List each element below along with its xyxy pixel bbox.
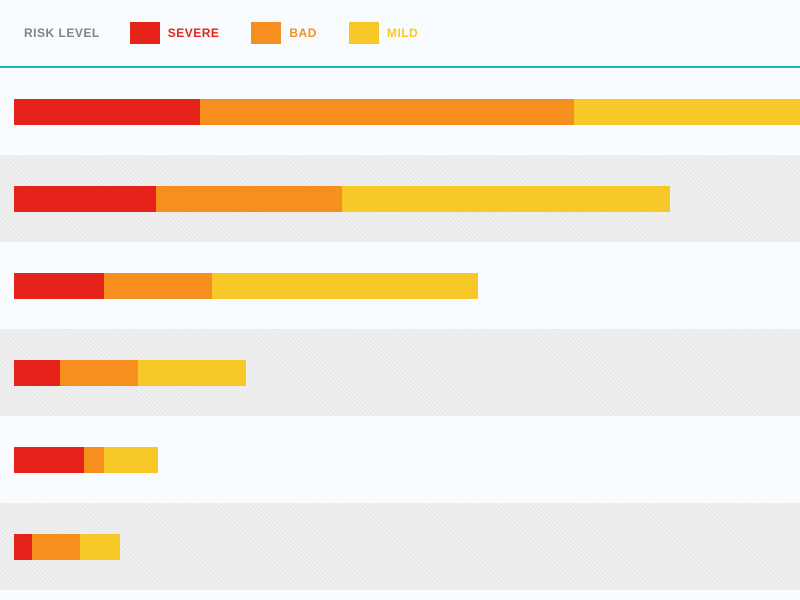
bar-segment-severe: [14, 99, 200, 125]
bar-segment-severe: [14, 186, 156, 212]
legend-swatch-mild: [349, 22, 379, 44]
risk-chart: RISK LEVEL SEVERE BAD MILD: [0, 0, 800, 600]
bar-segment-bad: [156, 186, 342, 212]
bar-segment-bad: [32, 534, 80, 560]
legend: RISK LEVEL SEVERE BAD MILD: [0, 0, 800, 66]
bar-row: [0, 329, 800, 416]
bar-row: [0, 68, 800, 155]
stacked-bar: [14, 447, 158, 473]
stacked-bar: [14, 534, 120, 560]
bar-segment-severe: [14, 273, 104, 299]
chart-rows: [0, 68, 800, 590]
bar-segment-mild: [80, 534, 120, 560]
bar-segment-mild: [104, 447, 158, 473]
bar-segment-bad: [104, 273, 212, 299]
legend-item-severe: SEVERE: [130, 22, 220, 44]
bar-segment-bad: [60, 360, 138, 386]
stacked-bar: [14, 186, 670, 212]
bar-segment-severe: [14, 447, 84, 473]
bar-segment-mild: [138, 360, 246, 386]
bar-row: [0, 155, 800, 242]
legend-label-bad: BAD: [289, 26, 317, 40]
stacked-bar: [14, 99, 800, 125]
stacked-bar: [14, 273, 478, 299]
bar-segment-mild: [574, 99, 800, 125]
bar-row: [0, 416, 800, 503]
legend-title: RISK LEVEL: [24, 26, 100, 40]
bar-segment-severe: [14, 534, 32, 560]
bar-segment-severe: [14, 360, 60, 386]
legend-label-mild: MILD: [387, 26, 418, 40]
bar-segment-bad: [200, 99, 574, 125]
legend-swatch-bad: [251, 22, 281, 44]
stacked-bar: [14, 360, 246, 386]
legend-item-mild: MILD: [349, 22, 418, 44]
bar-segment-bad: [84, 447, 104, 473]
bar-row: [0, 503, 800, 590]
bar-segment-mild: [212, 273, 478, 299]
legend-item-bad: BAD: [251, 22, 317, 44]
bar-segment-mild: [342, 186, 670, 212]
legend-swatch-severe: [130, 22, 160, 44]
legend-label-severe: SEVERE: [168, 26, 220, 40]
bar-row: [0, 242, 800, 329]
